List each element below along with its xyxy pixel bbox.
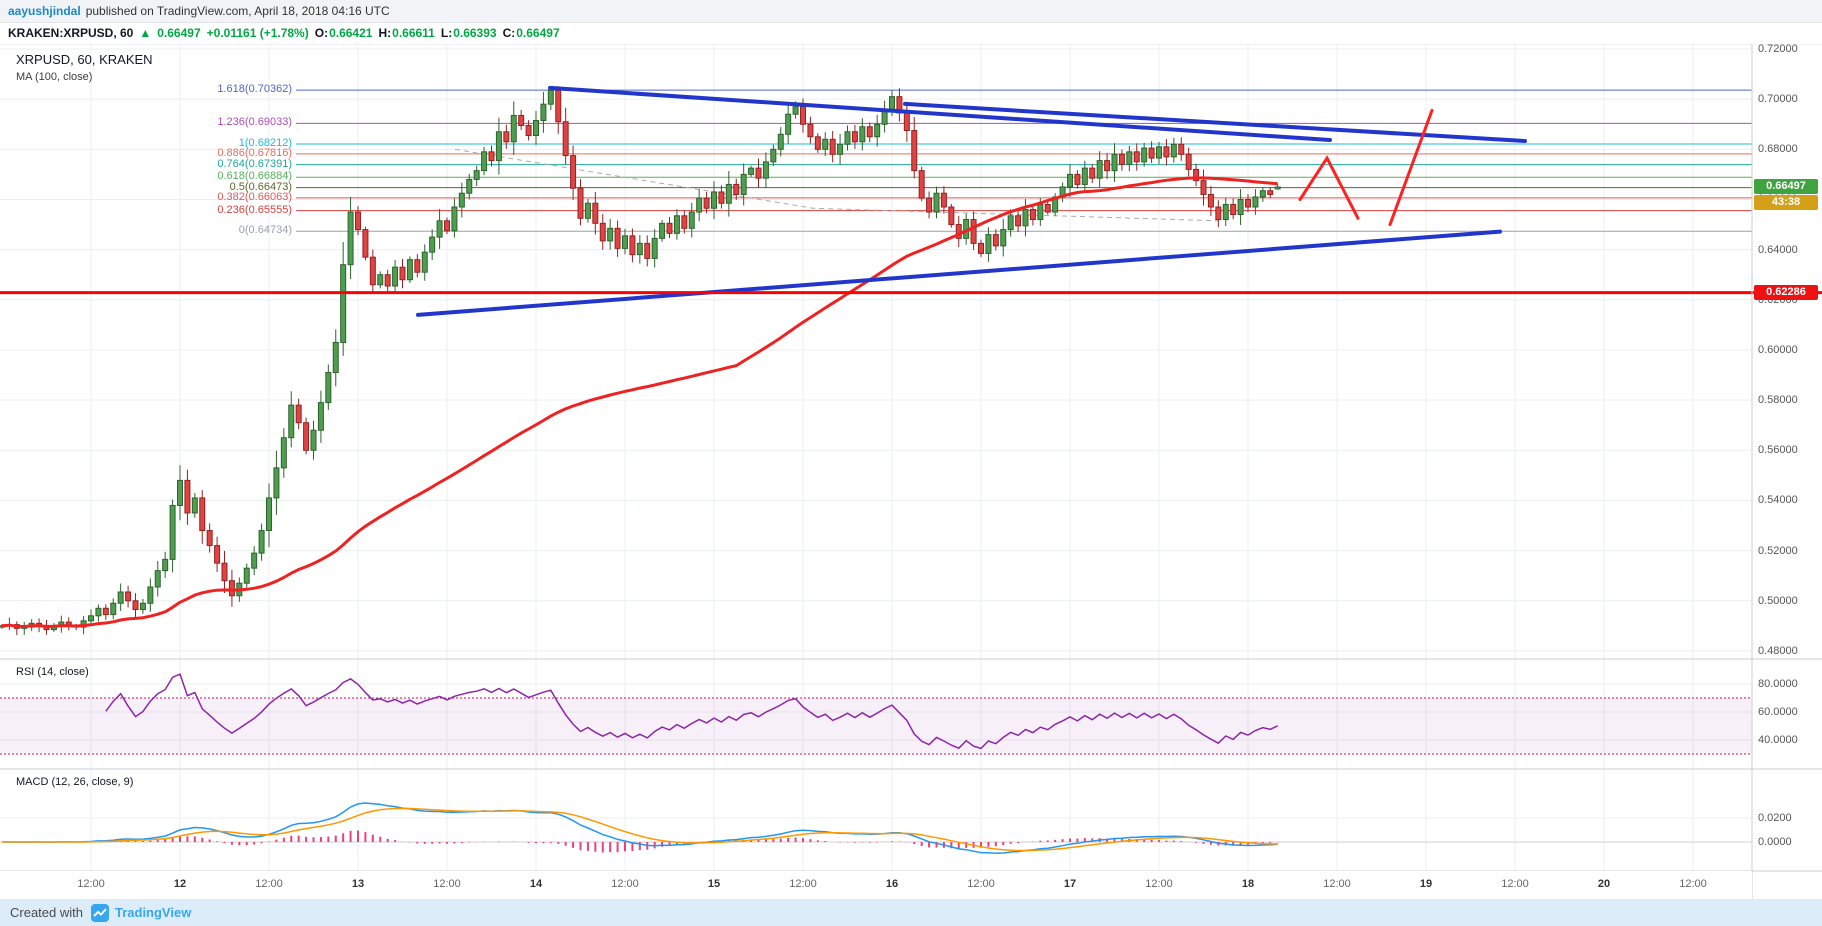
price-axis-label: 0.56000 (1758, 444, 1798, 457)
rsi-axis-label: 60.0000 (1758, 706, 1798, 718)
time-axis-label: 13 (351, 878, 365, 890)
time-axis-label: 15 (707, 878, 721, 890)
low-label: L: (440, 26, 453, 40)
price-axis-label: 0.52000 (1758, 544, 1798, 557)
bar-countdown-badge: 43:38 (1754, 195, 1818, 210)
symbol-info-bar: KRAKEN:XRPUSD, 60 ▲ 0.66497 +0.01161 (+1.78… (0, 23, 1822, 44)
rsi-study-label[interactable]: RSI (14, close) (16, 666, 89, 678)
created-with-text: Created with (10, 905, 83, 920)
price-line-badge: 0.62286 (1754, 284, 1818, 300)
trendline-upper-descending-major (548, 85, 1332, 143)
price-axis-label: 0.68000 (1758, 143, 1798, 156)
tradingview-logo-icon[interactable] (90, 903, 109, 922)
last-price-badge: 0.66497 (1754, 179, 1818, 194)
macd-line (2, 802, 1278, 855)
macd-axis-label: 0.0000 (1758, 836, 1792, 848)
last-price-value: 0.66497 (157, 26, 201, 40)
ma-study-label[interactable]: MA (100, close) (16, 71, 93, 83)
price-scale[interactable]: 0.66497 43:38 0.62286 0.72000 0.70000 0.68… (1752, 43, 1822, 871)
fib-guide-dashes (454, 148, 1219, 222)
time-axis-label: 12:00 (255, 878, 283, 890)
low-value: 0.66393 (453, 26, 497, 40)
time-axis-label: 12:00 (77, 878, 105, 890)
rsi-line (105, 673, 1279, 750)
time-axis-label: 18 (1241, 878, 1255, 890)
footer-bar: Created with TradingView (0, 899, 1822, 926)
time-axis-label: 12:00 (611, 878, 639, 890)
red-projection-rally-line (1388, 108, 1434, 227)
price-axis-label: 0.50000 (1758, 594, 1798, 607)
close-value: 0.66497 (516, 26, 560, 40)
symbol-name[interactable]: KRAKEN:XRPUSD, 60 (8, 26, 134, 40)
time-axis-label: 12:00 (789, 878, 817, 890)
red-projection-zigzag (1298, 155, 1360, 220)
tradingview-brand-text[interactable]: TradingView (114, 905, 192, 920)
price-axis-label: 0.72000 (1758, 43, 1798, 55)
close-label: C: (502, 26, 516, 40)
publisher-name[interactable]: aayushjindal (8, 4, 81, 18)
price-axis-label: 0.48000 (1758, 644, 1798, 657)
time-axis-label: 12:00 (1145, 878, 1173, 890)
price-axis-label: 0.70000 (1758, 93, 1798, 106)
rsi-band (0, 698, 1752, 754)
time-axis-label: 16 (885, 878, 899, 890)
candlesticks (0, 86, 1281, 636)
price-axis-label: 0.64000 (1758, 243, 1798, 256)
high-value: 0.66611 (392, 26, 435, 40)
time-axis-label: 12:00 (1323, 878, 1351, 890)
time-axis-label: 12:00 (1679, 878, 1707, 890)
time-axis-label: 17 (1063, 878, 1077, 890)
price-axis-label: 0.58000 (1758, 394, 1798, 407)
open-label: O: (314, 26, 329, 40)
pane-title-main[interactable]: XRPUSD, 60, KRAKEN (16, 52, 153, 67)
gridlines (0, 44, 1752, 871)
open-value: 0.66421 (329, 26, 373, 40)
time-axis-label: 14 (529, 878, 543, 890)
time-axis-label: 12:00 (1501, 878, 1529, 890)
ma-line (1, 176, 1278, 628)
price-change-value: +0.01161 (+1.78%) (206, 26, 309, 40)
time-axis-label: 12:00 (967, 878, 995, 890)
time-axis-label: 20 (1597, 878, 1611, 890)
time-axis-label: 12 (173, 878, 187, 890)
time-axis-label: 19 (1419, 878, 1433, 890)
publish-bar: aayushjindal published on TradingView.com… (0, 0, 1822, 23)
rsi-axis-label: 80.0000 (1758, 678, 1798, 690)
macd-signal-line (2, 807, 1278, 852)
macd-study-label[interactable]: MACD (12, 26, close, 9) (16, 776, 134, 788)
rsi-axis-label: 40.0000 (1758, 734, 1798, 746)
publish-info: published on TradingView.com, April 18, … (85, 4, 390, 18)
trendline-lower-ascending (416, 229, 1502, 317)
time-axis-label: 12:00 (433, 878, 461, 890)
time-scale[interactable]: 12:00 12 12:00 13 12:00 14 12:00 15 12:00 16 12:00… (0, 871, 1752, 899)
macd-axis-label: 0.0200 (1758, 812, 1792, 824)
high-label: H: (378, 26, 392, 40)
change-arrow-icon: ▲ (139, 26, 152, 40)
price-axis-label: 0.60000 (1758, 343, 1798, 356)
price-axis-label: 0.54000 (1758, 494, 1798, 507)
